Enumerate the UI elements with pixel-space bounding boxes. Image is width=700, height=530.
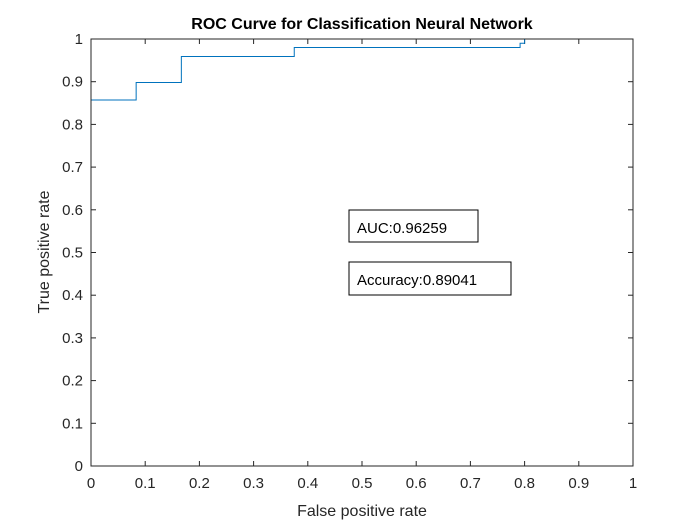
x-tick-label: 0.4 — [297, 475, 318, 492]
accuracy-text: Accuracy:0.89041 — [357, 272, 477, 289]
x-tick-label: 0.6 — [406, 475, 427, 492]
x-tick-label: 1 — [629, 475, 637, 492]
y-tick-label: 0.8 — [62, 116, 83, 133]
y-tick-label: 0.3 — [62, 330, 83, 347]
x-tick-label: 0.9 — [568, 475, 589, 492]
y-tick-label: 0.6 — [62, 202, 83, 219]
y-tick-label: 0.7 — [62, 159, 83, 176]
chart-title: ROC Curve for Classification Neural Netw… — [191, 16, 533, 33]
auc-box — [348, 209, 479, 243]
y-axis: 0 0.1 0.2 0.3 0.4 0.5 0.6 0.7 0.8 0.9 1 — [62, 31, 633, 475]
x-axis: 0 0.1 0.2 0.3 0.4 0.5 0.6 0.7 0.8 0.9 1 — [87, 39, 637, 492]
auc-text: AUC:0.96259 — [357, 220, 447, 237]
accuracy-box — [348, 261, 512, 296]
y-tick-label: 0.5 — [62, 245, 83, 262]
y-tick-label: 0.4 — [62, 287, 83, 304]
x-tick-label: 0.5 — [352, 475, 373, 492]
roc-curve-line — [90, 38, 633, 466]
y-tick-label: 1 — [75, 31, 83, 48]
plot-frame — [90, 38, 634, 467]
x-tick-label: 0.2 — [189, 475, 210, 492]
y-axis-label: True positive rate — [36, 190, 53, 313]
y-tick-label: 0.2 — [62, 373, 83, 390]
y-tick-label: 0.1 — [62, 415, 83, 432]
x-axis-label: False positive rate — [297, 503, 427, 520]
auc-annotation: AUC:0.96259 — [348, 209, 479, 243]
series-layer — [90, 38, 633, 466]
x-tick-label: 0.3 — [243, 475, 264, 492]
accuracy-annotation: Accuracy:0.89041 — [348, 261, 512, 296]
x-tick-label: 0.8 — [514, 475, 535, 492]
x-tick-label: 0.1 — [135, 475, 156, 492]
y-tick-label: 0 — [75, 458, 83, 475]
x-tick-label: 0 — [87, 475, 95, 492]
y-tick-label: 0.9 — [62, 74, 83, 91]
x-tick-label: 0.7 — [460, 475, 481, 492]
plot-area — [91, 39, 633, 466]
